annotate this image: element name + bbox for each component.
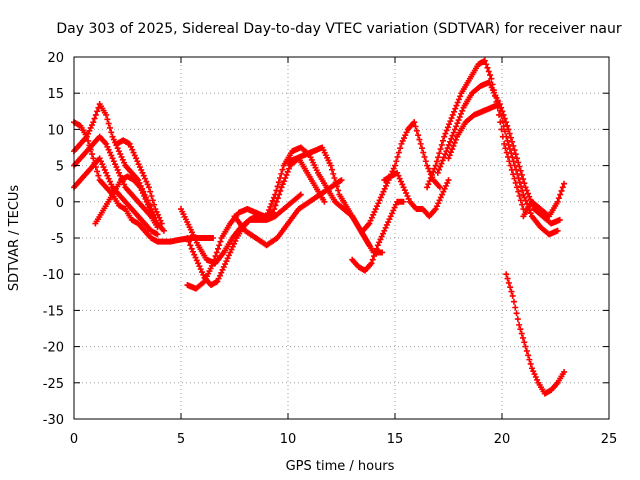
marker-trail [520,180,568,220]
marker-trail [381,169,452,220]
series-track-15 [381,169,452,220]
y-tick-label: -15 [43,304,64,319]
series-track-5 [92,173,157,227]
series-track-19 [503,271,568,397]
y-tick-label: 0 [56,196,64,211]
marker-trail [184,155,328,292]
marker-trail [231,177,345,249]
y-tick-label: 20 [47,51,64,66]
series-track-8 [178,191,304,267]
series-track-10 [231,177,345,249]
series-track-6 [113,137,165,227]
series-track-17 [434,79,561,238]
marker-trail [503,271,568,397]
marker-trail [113,137,165,227]
y-tick-label: -30 [43,413,64,428]
marker-trail [349,198,407,274]
series-track-13 [349,198,407,274]
y-tick-label: -25 [43,377,64,392]
marker-trail [434,79,561,238]
y-axis-label: SDTVAR / TECUs [7,185,22,292]
x-tick-label: 20 [494,432,511,447]
series-track-12 [285,144,386,256]
marker-trail [178,191,304,267]
x-tick-label: 0 [70,432,78,447]
x-tick-label: 5 [177,432,185,447]
series-track-20 [520,180,568,220]
x-tick-label: 25 [601,432,618,447]
series-track-9 [184,155,328,292]
y-tick-label: 10 [47,123,64,138]
marker-trail [424,57,527,213]
marker-trail [285,144,386,256]
y-axis-ticks: -30 -25 -20 -15 -10 -5 0 5 10 15 20 [43,51,609,428]
x-tick-label: 15 [387,432,404,447]
marker-trail [92,173,157,227]
data-points [71,57,568,397]
series-track-18 [445,101,563,227]
x-tick-label: 10 [280,432,297,447]
y-tick-label: 5 [56,160,64,175]
x-axis-label: GPS time / hours [286,459,395,474]
y-tick-label: -5 [51,232,64,247]
marker-trail [445,101,563,227]
x-axis-ticks: 0 5 10 15 20 25 [70,57,617,447]
y-tick-label: 15 [47,87,64,102]
y-tick-label: -10 [43,268,64,283]
chart-title: Day 303 of 2025, Sidereal Day-to-day VTE… [56,21,622,37]
y-tick-label: -20 [43,341,64,356]
series-track-16 [424,57,527,213]
